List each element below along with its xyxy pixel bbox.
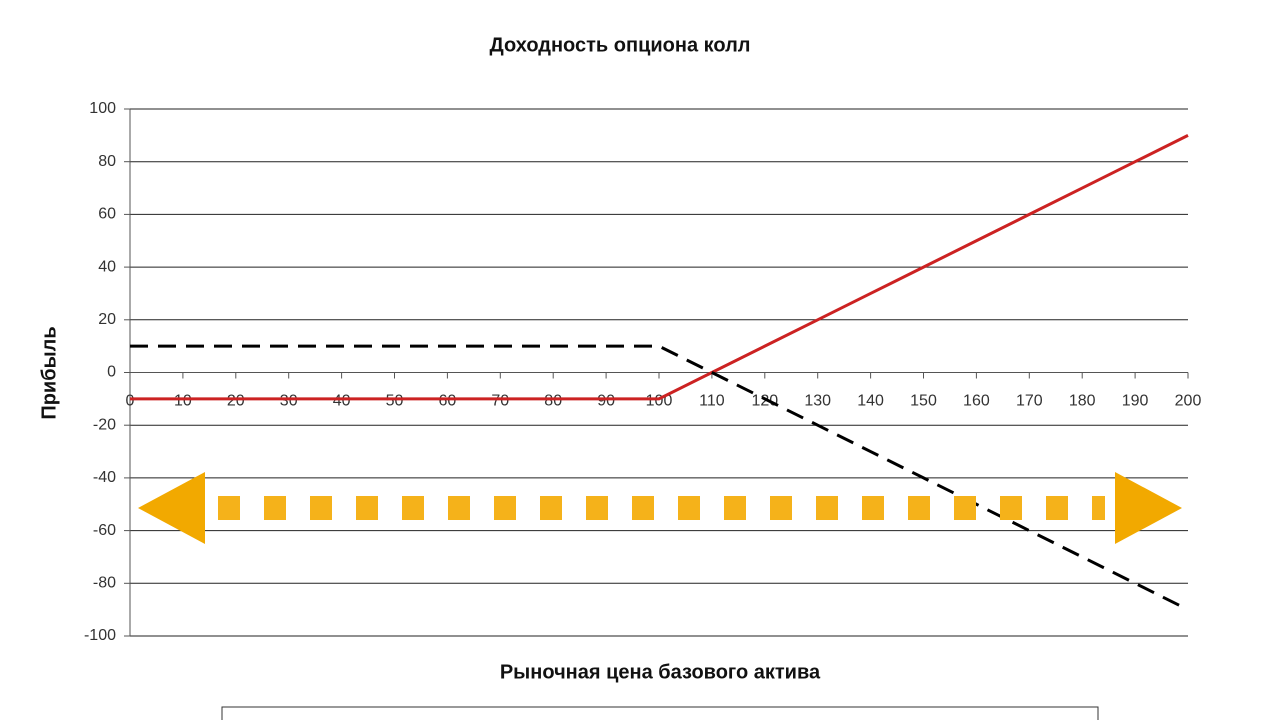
x-tick-label: 170 (1016, 393, 1043, 410)
x-tick-label: 110 (699, 393, 725, 410)
x-tick-label: 80 (544, 393, 562, 410)
x-tick-label: 150 (910, 393, 937, 410)
chart-title: Доходность опциона колл (489, 34, 750, 56)
y-tick-label: -80 (93, 575, 116, 592)
x-tick-label: 40 (333, 393, 351, 410)
y-tick-label: 80 (98, 153, 116, 170)
y-tick-label: 60 (98, 206, 116, 223)
y-tick-label: -100 (84, 627, 116, 644)
legend-box (221, 706, 1099, 720)
x-tick-label: 200 (1175, 393, 1202, 410)
series-line (130, 344, 1189, 611)
y-tick-label: -40 (93, 469, 116, 486)
arrow-head-left (138, 472, 205, 544)
x-tick-label: 50 (386, 393, 404, 410)
x-tick-label: 20 (227, 393, 245, 410)
plot-area: -100 -80 -60 -40 -20 0 20 40 60 80 100 0 10 20 30 40 50 6… (84, 100, 1201, 644)
y-tick-label: 40 (98, 258, 116, 275)
x-tick-label: 70 (491, 393, 509, 410)
x-tick-label: 60 (439, 393, 457, 410)
x-tick-label: 120 (751, 393, 778, 410)
x-axis-title: Рыночная цена базового актива (500, 661, 821, 683)
x-tick-label: 130 (804, 393, 831, 410)
range-arrow (138, 472, 1182, 544)
y-tick-label: 20 (98, 311, 116, 328)
x-tick-label: 0 (126, 393, 135, 410)
x-tick-label: 190 (1122, 393, 1149, 410)
x-tick-label: 140 (857, 393, 884, 410)
x-tick-label: 180 (1069, 393, 1096, 410)
y-tick-label: 100 (89, 100, 116, 117)
x-tick-label: 90 (597, 393, 615, 410)
y-tick-label: -60 (93, 522, 116, 539)
y-tick-label: 0 (107, 364, 116, 381)
y-tick-label: -20 (93, 416, 116, 433)
arrow-head-right (1115, 472, 1182, 544)
x-tick-label: 10 (174, 393, 192, 410)
x-tick-label: 160 (963, 393, 990, 410)
y-axis-title: Прибыль (38, 326, 60, 419)
series-line (130, 134, 1189, 401)
x-tick-label: 30 (280, 393, 298, 410)
